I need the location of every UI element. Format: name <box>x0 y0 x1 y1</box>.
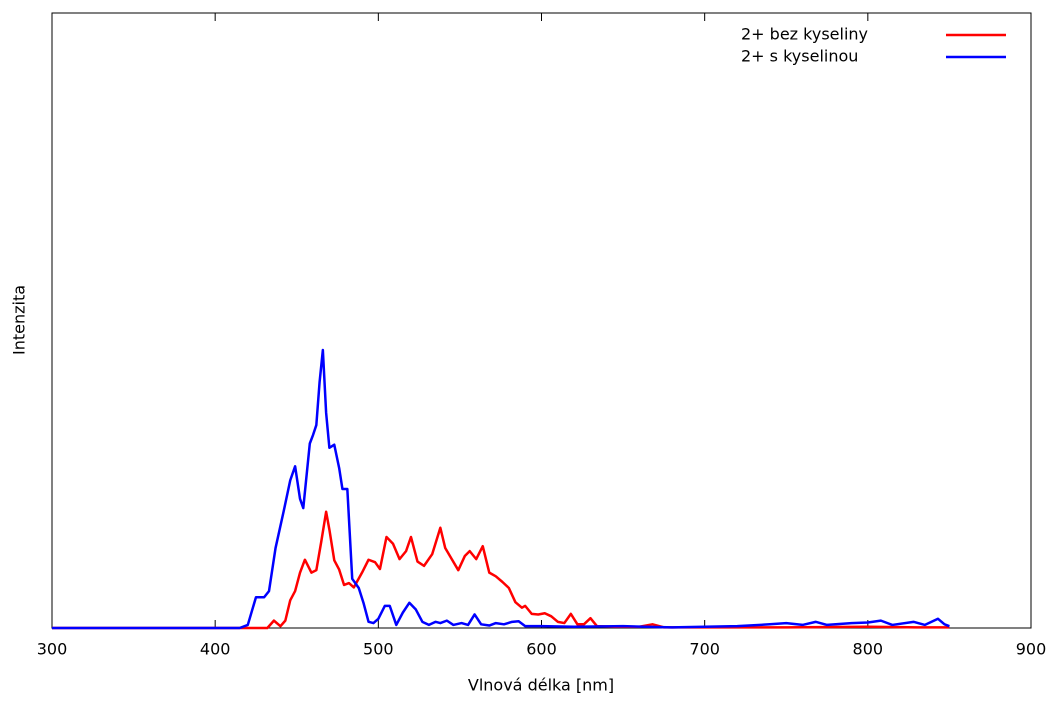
legend-label: 2+ bez kyseliny <box>741 25 868 44</box>
x-tick-label: 600 <box>526 640 557 659</box>
y-axis-label: Intenzita <box>10 285 29 355</box>
x-tick-label: 900 <box>1016 640 1047 659</box>
x-tick-label: 500 <box>363 640 394 659</box>
data-line <box>52 510 950 630</box>
data-line <box>52 348 950 630</box>
plot-frame <box>51 12 1032 629</box>
legend-label: 2+ s kyselinou <box>741 47 858 66</box>
x-axis-label: Vlnová délka [nm] <box>468 676 614 695</box>
x-tick-label: 400 <box>200 640 231 659</box>
x-tick-label: 300 <box>37 640 68 659</box>
x-tick-label: 800 <box>853 640 884 659</box>
x-tick-label: 700 <box>689 640 720 659</box>
